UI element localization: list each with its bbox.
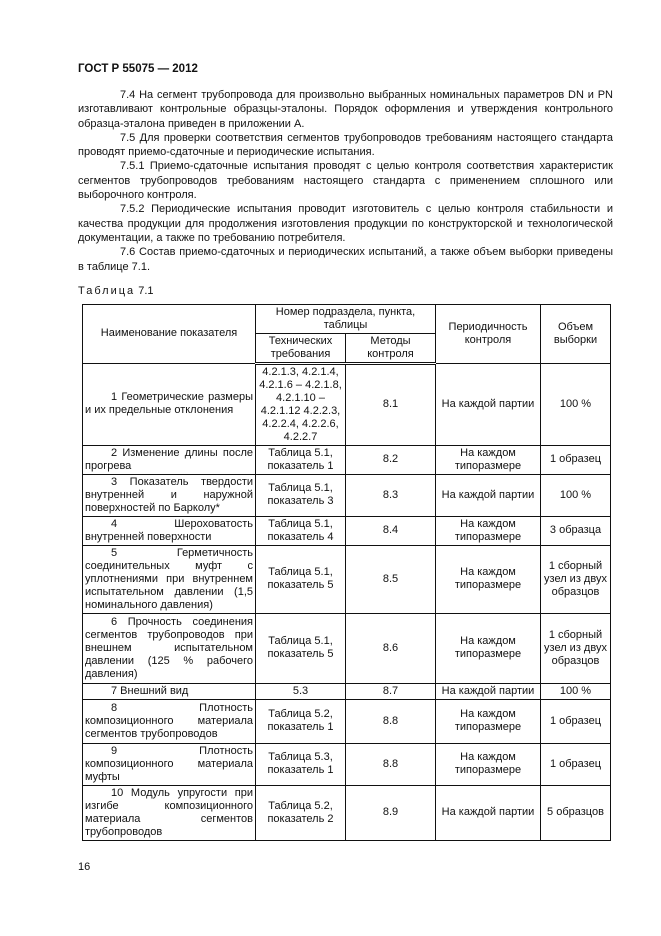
indicator-name: 9 Плотность композиционного материала му… (85, 744, 253, 783)
cell-name: 1 Геометрические размеры и их предельные… (82, 362, 256, 446)
indicator-name: 10 Модуль упругости при изгибе композици… (85, 786, 253, 838)
cell-volume: 100 % (540, 362, 611, 446)
header-group: Номер подраздела, пункта, таблицы (255, 303, 436, 334)
cell-tech: Таблица 5.3, показатель 1 (255, 742, 346, 786)
header-methods: Методы контроля (345, 332, 436, 365)
cell-volume: 1 образец (540, 698, 611, 744)
table-row: 1 Геометрические размеры и их предельные… (82, 362, 611, 446)
paragraph: 7.5.2 Периодические испытания проводит и… (78, 203, 613, 244)
cell-method: 8.2 (345, 444, 436, 475)
paragraph: 7.5 Для проверки соответствия сегментов … (78, 131, 613, 159)
indicator-name: 6 Прочность соединения сегментов трубопр… (85, 615, 253, 680)
indicator-name: 7 Внешний вид (111, 684, 189, 697)
cell-method: 8.7 (345, 682, 436, 700)
cell-name: 5 Герметичность соединительных муфт с уп… (82, 544, 256, 614)
cell-volume: 1 образец (540, 444, 611, 475)
cell-method: 8.9 (345, 784, 436, 841)
caption-label: Таблица (78, 284, 136, 297)
cell-method: 8.1 (345, 362, 436, 446)
body-text: 7.4 На сегмент трубопровода для произвол… (78, 88, 613, 274)
cell-name: 3 Показатель твердости внутренней и нару… (82, 473, 256, 517)
cell-volume: 1 образец (540, 742, 611, 786)
header-name: Наименование показателя (82, 303, 256, 364)
table-row: 7 Внешний вид 5.3 8.7 На каждой партии 100 % (82, 682, 611, 700)
indicator-name: 4 Шероховатость внутренней поверхности (85, 517, 253, 543)
cell-tech: Таблица 5.2, показатель 2 (255, 784, 346, 841)
table-row: 10 Модуль упругости при изгибе композици… (82, 784, 611, 841)
header-row: Технических требования Методы контроля (83, 332, 611, 365)
header-row: Наименование показателя Номер подраздела… (82, 303, 611, 364)
paragraph: 7.5.1 Приемо-сдаточные испытания проводя… (78, 160, 613, 202)
cell-name: 2 Изменение длины после прогрева (82, 444, 256, 475)
header-period: Периодичность контроля (435, 303, 541, 364)
table-row: 5 Герметичность соединительных муфт с уп… (82, 544, 611, 614)
table-row: 9 Плотность композиционного материала му… (82, 742, 611, 786)
cell-name: 9 Плотность композиционного материала му… (82, 742, 256, 786)
cell-tech: Таблица 5.2, показатель 1 (255, 698, 346, 744)
cell-name: 7 Внешний вид (82, 682, 256, 700)
cell-volume: 100 % (540, 473, 611, 517)
cell-period: На каждом типоразмере (435, 515, 541, 546)
cell-method: 8.3 (345, 473, 436, 517)
cell-tech: Таблица 5.1, показатель 3 (255, 473, 346, 517)
page-number: 16 (78, 861, 91, 873)
cell-period: На каждой партии (435, 362, 541, 446)
cell-tech: Таблица 5.1, показатель 4 (255, 515, 346, 546)
cell-tech: Таблица 5.1, показатель 5 (255, 544, 346, 614)
header-volume: Объем выборки (540, 303, 611, 364)
cell-period: На каждом типоразмере (435, 544, 541, 614)
caption-number: 7.1 (138, 284, 154, 297)
cell-method: 8.4 (345, 515, 436, 546)
cell-period: На каждом типоразмере (435, 698, 541, 744)
cell-volume: 1 сборный узел из двух образцов (540, 612, 611, 684)
cell-period: На каждом типоразмере (435, 444, 541, 475)
cell-volume: 3 образца (540, 515, 611, 546)
cell-period: На каждой партии (435, 682, 541, 700)
header-tech: Технических требования (255, 332, 346, 365)
cell-tech: Таблица 5.1, показатель 5 (255, 612, 346, 684)
indicator-name: 2 Изменение длины после прогрева (85, 446, 253, 472)
cell-volume: 5 образцов (540, 784, 611, 841)
cell-name: 8 Плотность композиционного материала се… (82, 698, 256, 744)
cell-period: На каждом типоразмере (435, 612, 541, 684)
indicator-name: 5 Герметичность соединительных муфт с уп… (85, 546, 253, 611)
table-row: 2 Изменение длины после прогрева Таблица … (82, 444, 611, 475)
indicator-name: 1 Геометрические размеры и их предельные… (85, 391, 253, 417)
cell-period: На каждой партии (435, 473, 541, 517)
cell-method: 8.8 (345, 698, 436, 744)
table-row: 6 Прочность соединения сегментов трубопр… (82, 612, 611, 684)
cell-period: На каждом типоразмере (435, 742, 541, 786)
cell-method: 8.6 (345, 612, 436, 684)
table-row: 8 Плотность композиционного материала се… (82, 698, 611, 744)
cell-volume: 1 сборный узел из двух образцов (540, 544, 611, 614)
page-content: ГОСТ Р 55075 — 2012 7.4 На сегмент трубо… (78, 62, 613, 841)
cell-name: 6 Прочность соединения сегментов трубопр… (82, 612, 256, 684)
indicator-name: 3 Показатель твердости внутренней и нару… (85, 475, 253, 514)
cell-tech: 5.3 (255, 682, 346, 700)
cell-tech: 4.2.1.3, 4.2.1.4, 4.2.1.6 – 4.2.1.8, 4.2… (255, 362, 346, 446)
table-7-1: Наименование показателя Номер подраздела… (82, 303, 611, 841)
cell-volume: 100 % (540, 682, 611, 700)
paragraph: 7.6 Состав приемо-сдаточных и периодичес… (78, 246, 613, 273)
cell-method: 8.8 (345, 742, 436, 786)
cell-period: На каждой партии (435, 784, 541, 841)
cell-name: 10 Модуль упругости при изгибе композици… (82, 784, 256, 841)
cell-name: 4 Шероховатость внутренней поверхности (82, 515, 256, 546)
document-header: ГОСТ Р 55075 — 2012 (78, 63, 198, 75)
cell-tech: Таблица 5.1, показатель 1 (255, 444, 346, 475)
indicator-name: 8 Плотность композиционного материала се… (85, 701, 253, 740)
cell-method: 8.5 (345, 544, 436, 614)
table-row: 3 Показатель твердости внутренней и нару… (82, 473, 611, 517)
table-row: 4 Шероховатость внутренней поверхности Та… (82, 515, 611, 546)
paragraph: 7.4 На сегмент трубопровода для произвол… (78, 89, 613, 130)
table-caption: Таблица 7.1 (78, 284, 613, 298)
